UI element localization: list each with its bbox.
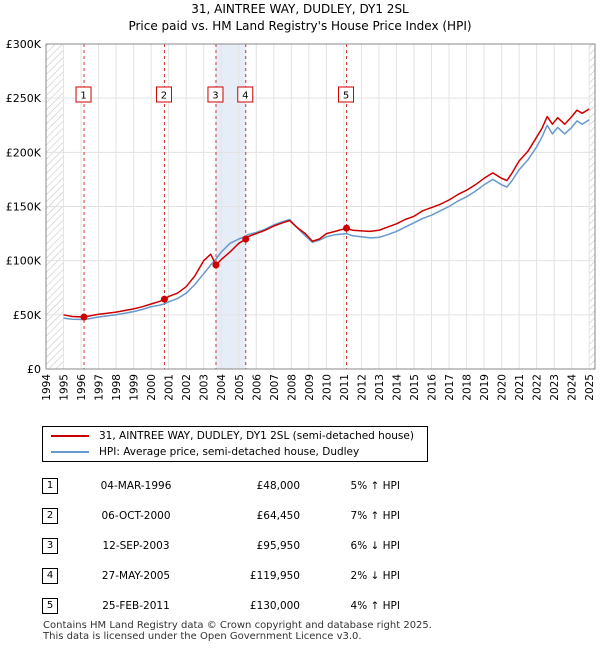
transaction-date: 25-FEB-2011: [102, 600, 170, 612]
x-tick-2008: 2008: [286, 374, 298, 401]
transaction-price: £48,000: [256, 480, 300, 492]
y-tick-200000: £200K: [6, 146, 42, 159]
transactions-table: 1 04-MAR-1996 £48,000 5% ↑ HPI 2 06-OCT-2000 £…: [42, 471, 400, 621]
y-tick-100000: £100K: [6, 255, 42, 268]
transaction-row: 2 06-OCT-2000 £64,450 7% ↑ HPI: [42, 501, 400, 531]
transaction-row: 3 12-SEP-2003 £95,950 6% ↓ HPI: [42, 531, 400, 561]
legend-label-property: 31, AINTREE WAY, DUDLEY, DY1 2SL (semi-d…: [99, 430, 414, 442]
legend-swatch-hpi: [51, 451, 89, 453]
transaction-box-2: [155, 86, 172, 103]
x-tick-2013: 2013: [374, 374, 386, 401]
transaction-number: 3: [42, 538, 58, 554]
legend-item-hpi: HPI: Average price, semi-detached house,…: [51, 444, 359, 460]
x-tick-1999: 1999: [129, 374, 141, 401]
x-tick-1998: 1998: [111, 374, 123, 401]
transaction-date: 04-MAR-1996: [100, 480, 172, 492]
transaction-hpi: 4% ↑ HPI: [350, 600, 400, 612]
legend-label-hpi: HPI: Average price, semi-detached house,…: [99, 446, 360, 458]
x-tick-2018: 2018: [462, 374, 474, 401]
x-tick-2003: 2003: [199, 374, 211, 401]
y-tick-300000: £300K: [6, 38, 42, 51]
price-chart: 31, AINTREE WAY, DUDLEY, DY1 2SL Price p…: [6, 2, 596, 401]
x-tick-2012: 2012: [356, 374, 368, 401]
transaction-box-label-4: 4: [242, 91, 248, 102]
transaction-row: 5 25-FEB-2011 £130,000 4% ↑ HPI: [42, 591, 400, 621]
transaction-hpi: 2% ↓ HPI: [350, 570, 400, 582]
x-tick-2010: 2010: [321, 374, 333, 401]
x-tick-1997: 1997: [94, 374, 106, 401]
x-tick-2017: 2017: [444, 374, 456, 401]
transaction-box-4: [237, 86, 254, 103]
x-tick-2024: 2024: [567, 374, 579, 401]
legend: 31, AINTREE WAY, DUDLEY, DY1 2SL (semi-d…: [42, 426, 428, 462]
transaction-row: 1 04-MAR-1996 £48,000 5% ↑ HPI: [42, 471, 400, 501]
transaction-box-3: [207, 86, 224, 103]
x-tick-2007: 2007: [269, 374, 281, 401]
plot-area: 1994 1995 1996 1997 1998 1999 2000 2001 2002 2003…: [6, 38, 596, 401]
transaction-point-3: [212, 261, 220, 269]
transaction-date: 06-OCT-2000: [101, 510, 171, 522]
hpi-series-line: [63, 119, 590, 321]
transaction-box-label-5: 5: [343, 91, 349, 102]
transaction-point-2: [160, 295, 168, 303]
transaction-number: 2: [42, 508, 58, 524]
x-tick-1996: 1996: [76, 374, 88, 401]
plot-border: [45, 43, 596, 370]
x-tick-2019: 2019: [479, 374, 491, 401]
transaction-box-1: [75, 86, 92, 103]
x-tick-2014: 2014: [391, 374, 403, 401]
x-tick-2000: 2000: [146, 374, 158, 401]
x-tick-2001: 2001: [164, 374, 176, 401]
transaction-number: 1: [42, 478, 58, 494]
x-tick-2009: 2009: [304, 374, 316, 401]
footer-copyright: Contains HM Land Registry data © Crown c…: [43, 620, 432, 631]
y-tick-50000: £50K: [13, 309, 42, 322]
transaction-hpi: 7% ↑ HPI: [350, 510, 400, 522]
transaction-box-label-2: 2: [161, 91, 167, 102]
transaction-date: 27-MAY-2005: [101, 570, 171, 582]
transaction-box-5: [338, 86, 355, 103]
x-tick-2005: 2005: [234, 374, 246, 401]
x-tick-2002: 2002: [181, 374, 193, 401]
transaction-price: £119,950: [249, 570, 300, 582]
x-tick-1995: 1995: [59, 374, 71, 401]
transaction-hpi: 5% ↑ HPI: [350, 480, 400, 492]
transaction-number: 5: [42, 598, 58, 614]
legend-item-property: 31, AINTREE WAY, DUDLEY, DY1 2SL (semi-d…: [51, 428, 414, 444]
transaction-point-5: [343, 224, 351, 232]
footer-licence: This data is licensed under the Open Gov…: [43, 631, 362, 642]
x-tick-2021: 2021: [514, 374, 526, 401]
x-tick-2016: 2016: [427, 374, 439, 401]
y-tick-0: £0: [27, 363, 41, 376]
transaction-price: £64,450: [256, 510, 300, 522]
transaction-row: 4 27-MAY-2005 £119,950 2% ↓ HPI: [42, 561, 400, 591]
transaction-hpi: 6% ↓ HPI: [350, 540, 400, 552]
chart-subtitle: Price paid vs. HM Land Registry's House …: [128, 19, 471, 33]
transaction-price: £130,000: [249, 600, 300, 612]
x-tick-1994: 1994: [41, 374, 53, 401]
x-tick-2025: 2025: [584, 374, 596, 401]
x-tick-2006: 2006: [251, 374, 263, 401]
transaction-price: £95,950: [256, 540, 300, 552]
x-tick-2023: 2023: [549, 374, 561, 401]
footer: Contains HM Land Registry data © Crown c…: [43, 620, 432, 642]
y-tick-250000: £250K: [6, 92, 42, 105]
legend-swatch-property: [51, 435, 89, 437]
transaction-date: 12-SEP-2003: [102, 540, 170, 552]
transaction-number: 4: [42, 568, 58, 584]
transaction-point-1: [80, 313, 88, 321]
x-tick-2020: 2020: [497, 374, 509, 401]
chart-title: 31, AINTREE WAY, DUDLEY, DY1 2SL: [191, 2, 409, 16]
x-tick-2015: 2015: [409, 374, 421, 401]
y-tick-150000: £150K: [6, 201, 42, 214]
transaction-box-label-1: 1: [80, 91, 86, 102]
x-tick-2022: 2022: [532, 374, 544, 401]
x-tick-2004: 2004: [216, 374, 228, 401]
x-tick-2011: 2011: [339, 374, 351, 401]
transaction-box-label-3: 3: [212, 91, 218, 102]
transaction-point-4: [242, 235, 250, 243]
